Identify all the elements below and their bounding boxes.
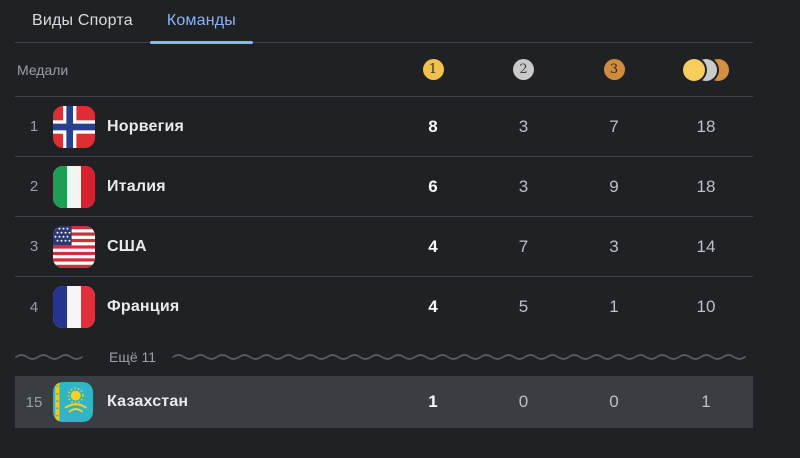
total-medals-icon bbox=[659, 58, 753, 81]
tab-sports[interactable]: Виды Спорта bbox=[15, 0, 150, 42]
bronze-count: 1 bbox=[609, 297, 619, 316]
table-row-usa[interactable]: 3 США 4 7 3 1 bbox=[15, 217, 753, 277]
wavy-line-icon bbox=[15, 353, 83, 360]
table-row-france[interactable]: 4 Франция 4 5 1 10 bbox=[15, 277, 753, 337]
total-count: 18 bbox=[696, 176, 716, 196]
medals-table-header: Медали 1 2 3 bbox=[15, 43, 753, 97]
table-row-norway[interactable]: 1 Норвегия 8 3 7 18 bbox=[15, 97, 753, 157]
silver-count: 3 bbox=[518, 116, 529, 136]
bronze-medal-icon: 3 bbox=[603, 59, 625, 80]
total-count: 1 bbox=[701, 392, 711, 411]
bronze-count: 0 bbox=[609, 392, 619, 411]
silver-medal-icon: 2 bbox=[513, 59, 534, 80]
gold-medal-icon: 1 bbox=[422, 59, 444, 80]
country-name: Италия bbox=[107, 177, 166, 195]
country-name: США bbox=[107, 237, 147, 255]
total-count: 10 bbox=[696, 297, 716, 316]
gold-count: 6 bbox=[428, 176, 438, 196]
country-name: Казахстан bbox=[107, 393, 189, 410]
flag-usa-icon bbox=[53, 225, 95, 268]
rank: 3 bbox=[29, 238, 39, 255]
silver-count: 3 bbox=[518, 176, 529, 196]
flag-france-icon bbox=[53, 286, 95, 328]
country-name: Норвегия bbox=[107, 117, 185, 135]
total-count: 18 bbox=[696, 116, 716, 136]
tab-teams[interactable]: Команды bbox=[149, 0, 254, 44]
medals-caption: Медали bbox=[17, 61, 69, 78]
flag-italy-icon bbox=[53, 165, 95, 208]
wavy-line-icon bbox=[172, 353, 746, 360]
silver-column-header: 2 bbox=[478, 59, 569, 80]
country-name: Франция bbox=[107, 298, 180, 315]
rank: 1 bbox=[29, 118, 39, 135]
silver-count: 7 bbox=[518, 236, 529, 256]
total-count: 14 bbox=[696, 236, 716, 256]
tab-bar: Виды Спорта Команды bbox=[15, 0, 753, 44]
bronze-count: 3 bbox=[609, 236, 619, 256]
bronze-count: 9 bbox=[609, 176, 619, 196]
flag-kazakhstan-icon bbox=[53, 382, 93, 422]
gold-column-header: 1 bbox=[388, 59, 478, 80]
gold-count: 8 bbox=[428, 116, 438, 136]
gold-coin-icon bbox=[683, 58, 705, 81]
rank: 2 bbox=[29, 178, 39, 195]
tab-teams-label: Команды bbox=[166, 12, 237, 29]
gold-count: 1 bbox=[428, 392, 438, 411]
show-more-label: Ещё 11 bbox=[109, 348, 157, 365]
gold-count: 4 bbox=[428, 236, 438, 256]
gold-count: 4 bbox=[428, 297, 438, 316]
flag-norway-icon bbox=[53, 105, 95, 148]
bronze-count: 7 bbox=[609, 116, 619, 136]
table-row-italy[interactable]: 2 Италия 6 3 9 18 bbox=[15, 157, 753, 217]
silver-count: 0 bbox=[518, 392, 529, 411]
silver-count: 5 bbox=[518, 297, 529, 316]
table-row-kazakhstan-highlighted[interactable]: 15 Казахстан 1 0 0 1 bbox=[15, 376, 753, 428]
show-more-rows[interactable]: Ещё 11 bbox=[15, 337, 753, 376]
rank: 4 bbox=[29, 298, 39, 316]
tab-sports-label: Виды Спорта bbox=[32, 12, 133, 29]
rank: 15 bbox=[25, 393, 43, 411]
bronze-column-header: 3 bbox=[569, 59, 659, 80]
